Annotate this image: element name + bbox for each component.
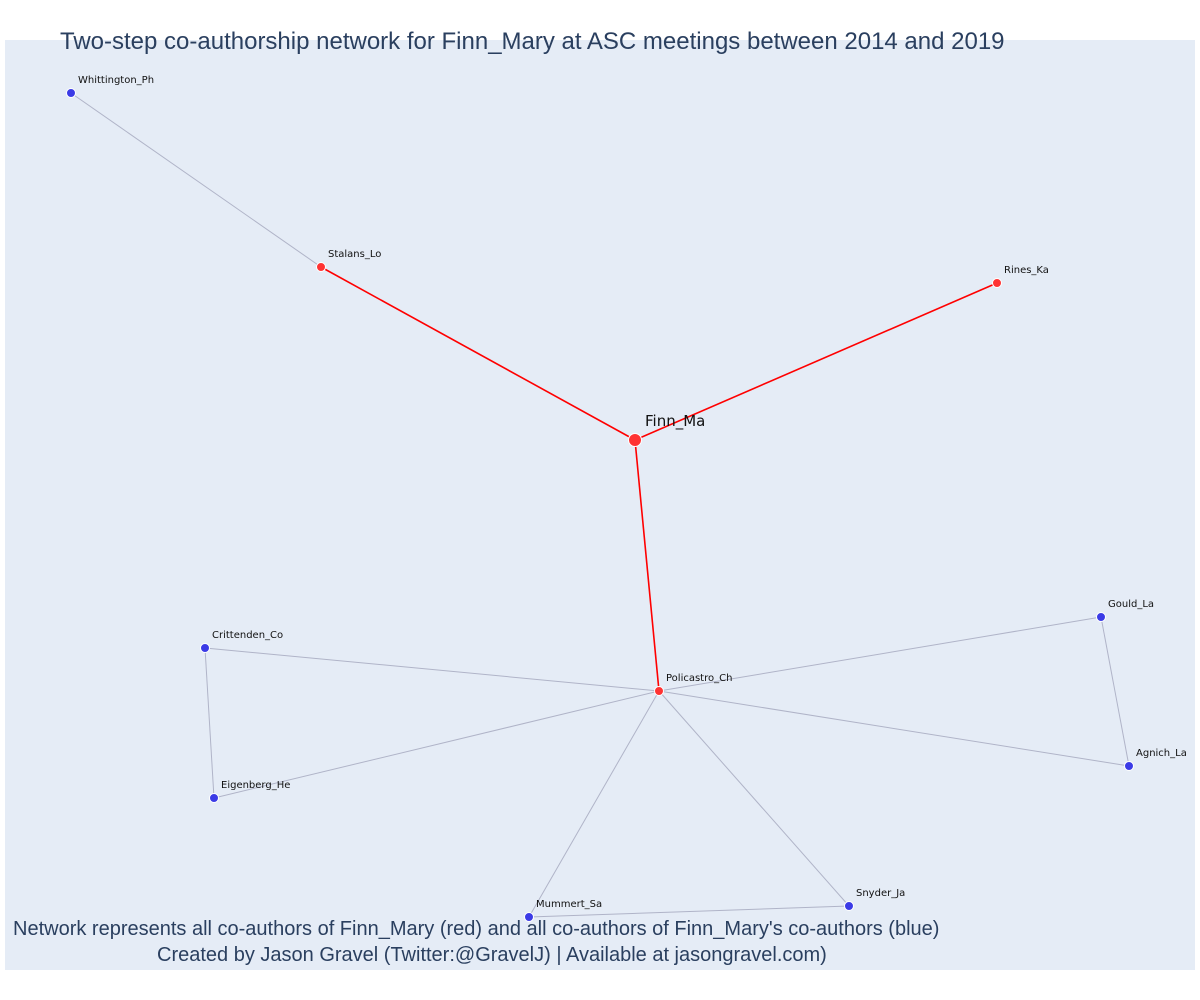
node-label-Policastro_Ch: Policastro_Ch	[666, 673, 732, 684]
edge-Mummert_Sa-Snyder_Ja	[528, 905, 850, 918]
labels-layer: Finn_Ma Stalans_Lo Rines_Ka Policastro_Ch Wh…	[78, 75, 1187, 910]
node-Snyder_Ja[interactable]	[844, 901, 854, 911]
chart-title: Two-step co-authorship network for Finn_…	[60, 28, 1005, 55]
node-Eigenberg_He[interactable]	[209, 793, 219, 803]
node-Stalans_Lo[interactable]	[316, 262, 326, 272]
node-Finn_Ma[interactable]	[628, 433, 642, 447]
edge-Stalans_Lo-Whittington_Ph	[70, 92, 322, 268]
nodes-layer	[66, 88, 1134, 922]
node-Mummert_Sa[interactable]	[524, 912, 534, 922]
node-Agnich_La[interactable]	[1124, 761, 1134, 771]
node-Rines_Ka[interactable]	[992, 278, 1002, 288]
node-label-Agnich_La: Agnich_La	[1136, 748, 1187, 759]
plot-background	[5, 40, 1195, 970]
edge-Policastro_Ch-Eigenberg_He	[213, 690, 660, 799]
edge-Finn_Ma-Stalans_Lo	[320, 266, 636, 441]
node-Crittenden_Co[interactable]	[200, 643, 210, 653]
node-label-Snyder_Ja: Snyder_Ja	[856, 888, 905, 899]
edge-Policastro_Ch-Mummert_Sa	[528, 690, 660, 918]
node-label-Whittington_Ph: Whittington_Ph	[78, 75, 154, 86]
edge-Gould_La-Agnich_La	[1100, 616, 1130, 767]
node-label-Gould_La: Gould_La	[1108, 599, 1154, 610]
node-label-Crittenden_Co: Crittenden_Co	[212, 630, 283, 641]
edge-Crittenden_Co-Eigenberg_He	[204, 647, 215, 799]
node-Whittington_Ph[interactable]	[66, 88, 76, 98]
edge-Policastro_Ch-Snyder_Ja	[658, 690, 850, 907]
edges-layer	[70, 92, 1130, 918]
node-label-Mummert_Sa: Mummert_Sa	[536, 899, 602, 910]
edge-Finn_Ma-Policastro_Ch	[634, 439, 660, 692]
node-label-Rines_Ka: Rines_Ka	[1004, 265, 1049, 276]
node-label-Finn_Ma: Finn_Ma	[645, 412, 705, 431]
node-Policastro_Ch[interactable]	[654, 686, 664, 696]
node-Gould_La[interactable]	[1096, 612, 1106, 622]
caption-description: Network represents all co-authors of Fin…	[13, 918, 940, 940]
edge-Policastro_Ch-Crittenden_Co	[204, 647, 660, 692]
edge-Policastro_Ch-Gould_La	[658, 616, 1102, 692]
node-label-Eigenberg_He: Eigenberg_He	[221, 780, 290, 791]
edge-Finn_Ma-Rines_Ka	[634, 282, 998, 441]
edge-Policastro_Ch-Agnich_La	[658, 690, 1130, 767]
node-label-Stalans_Lo: Stalans_Lo	[328, 249, 381, 260]
caption-credit: Created by Jason Gravel (Twitter:@Gravel…	[157, 944, 827, 966]
